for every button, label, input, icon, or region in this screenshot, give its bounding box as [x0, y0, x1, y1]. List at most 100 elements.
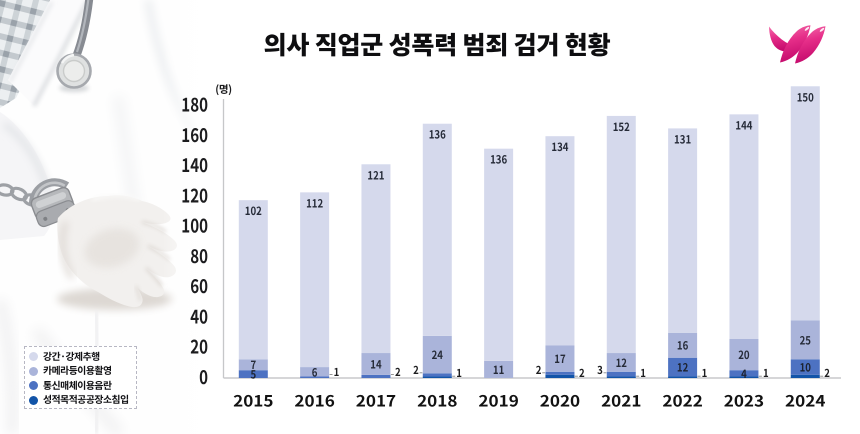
bar-2022-seg3 — [668, 376, 698, 378]
y-tick-label-140: 140 — [181, 152, 208, 178]
coat-collar — [8, 0, 88, 106]
bar-label-2023-s2: 4 — [741, 366, 747, 382]
bar-label-2022-s3: 1 — [702, 365, 708, 381]
bar-2021-seg3 — [606, 376, 636, 378]
handcuff — [28, 178, 77, 228]
x-tick-label-2017: 2017 — [356, 389, 396, 411]
bar-label-2018-s0: 136 — [429, 127, 446, 143]
bar-2022-seg2 — [668, 357, 698, 377]
bar-label-2019-s0: 136 — [490, 152, 507, 168]
bar-2023-seg1 — [729, 339, 759, 371]
bar-2020-seg1 — [545, 345, 575, 372]
y-tick-label-80: 80 — [190, 243, 208, 269]
bar-2024-seg0 — [790, 86, 820, 321]
photo-fade — [162, 0, 220, 434]
bar-2016-seg2 — [300, 376, 330, 378]
bar-2015-seg2 — [238, 370, 268, 378]
bar-label-2018-s2: 2 — [413, 362, 419, 378]
bar-2018-seg0 — [422, 123, 452, 336]
y-tick-label-180: 180 — [181, 91, 208, 117]
bar-label-2017-s1: 14 — [370, 356, 382, 372]
legend-label-2: 통신매체이용음란 — [43, 377, 112, 392]
finger-crease-3 — [145, 267, 163, 287]
stethoscope-tube-highlight — [75, 0, 90, 53]
x-tick-label-2021: 2021 — [601, 389, 641, 411]
coat-fold-5 — [0, 299, 17, 434]
x-tick-label-2015: 2015 — [233, 389, 273, 411]
y-axis-unit-label: (명) — [215, 82, 232, 97]
legend-label-3: 성적목적공공장소침입 — [43, 392, 129, 407]
bar-2018-seg2 — [422, 373, 452, 377]
bar-label-2020-s0: 134 — [551, 139, 568, 155]
x-tick-label-2020: 2020 — [540, 389, 580, 411]
bar-label-2024-s3: 2 — [824, 365, 830, 381]
bar-label-2023-s0: 144 — [735, 117, 752, 133]
bar-label-2020-s2: 2 — [536, 362, 542, 378]
bar-label-2021-s1: 12 — [616, 355, 628, 371]
wrist-shade — [60, 221, 75, 280]
y-tick-label-40: 40 — [190, 303, 208, 329]
x-tick-label-2022: 2022 — [662, 389, 702, 411]
bar-2015-seg1 — [238, 359, 268, 371]
bar-2018-seg1 — [422, 335, 452, 374]
bar-2023-seg3 — [729, 376, 759, 378]
y-tick-label-160: 160 — [181, 122, 208, 148]
page-title: 의사 직업군 성폭력 범죄 검거 현황 — [263, 26, 611, 62]
bar-label-2022-s0: 131 — [674, 131, 691, 147]
bar-2024-seg3 — [790, 374, 820, 378]
bar-2022-seg0 — [668, 128, 698, 333]
bar-label-2019-s1: 11 — [493, 362, 504, 378]
palm-hollow — [84, 228, 140, 268]
bar-2020-seg0 — [545, 136, 575, 346]
logo-highlight-1 — [804, 26, 810, 31]
y-tick-label-20: 20 — [190, 334, 208, 360]
bar-2017-seg1 — [361, 353, 391, 375]
bar-2020-seg2 — [545, 371, 575, 375]
x-tick-label-2023: 2023 — [724, 389, 764, 411]
chestpiece-inner — [62, 59, 86, 83]
logo-right-wing — [795, 26, 826, 64]
x-tick-label-2018: 2018 — [417, 389, 457, 411]
bar-label-2021-s3: 1 — [640, 365, 646, 381]
collar-edge — [8, 1, 54, 83]
legend-item-0: 강간·강제추행 — [29, 350, 136, 365]
logo-highlight-2 — [819, 27, 825, 32]
legend-label-1: 카메라등이용촬영 — [43, 363, 112, 378]
legend-dot-1 — [29, 366, 38, 376]
bar-2020-seg3 — [545, 374, 575, 378]
x-tick-label-2024: 2024 — [785, 389, 825, 411]
bar-label-2018-s1: 24 — [432, 347, 444, 363]
legend-item-2: 통신매체이용음란 — [29, 379, 136, 394]
bar-2021-seg2 — [606, 371, 636, 377]
bar-label-2015-s1: 7 — [250, 357, 256, 373]
bar-2017-seg2 — [361, 374, 391, 378]
bar-label-2024-s0: 150 — [797, 89, 814, 105]
legend-dot-0 — [29, 352, 38, 362]
bar-label-2023-s3: 1 — [763, 365, 769, 381]
legend-dot-2 — [29, 381, 38, 391]
bar-2019-seg0 — [484, 148, 514, 361]
legend-label-0: 강간·강제추행 — [43, 348, 100, 363]
gloved-hand — [57, 194, 177, 310]
bar-label-2016-s2: 1 — [334, 364, 340, 380]
bar-2024-seg1 — [790, 320, 820, 360]
lapel-edge — [32, 0, 90, 107]
bar-label-2016-s0: 112 — [306, 195, 323, 211]
bar-2016-seg1 — [300, 367, 330, 377]
bar-label-2021-s2: 3 — [597, 362, 603, 378]
chart-legend: 강간·강제추행 카메라등이용촬영 통신매체이용음란 성적목적공공장소침입 — [24, 346, 137, 409]
bar-2019-seg1 — [484, 360, 514, 378]
bar-2021-seg1 — [606, 353, 636, 372]
bar-label-2017-s2: 2 — [395, 364, 401, 380]
bar-label-2017-s0: 121 — [367, 167, 384, 183]
y-tick-label-0: 0 — [199, 364, 208, 390]
legend-item-1: 카메라등이용촬영 — [29, 364, 136, 379]
pink-wings-logo — [769, 25, 826, 64]
bar-2024-seg2 — [790, 359, 820, 375]
bar-label-2022-s1: 16 — [677, 338, 689, 354]
bar-2022-seg1 — [668, 332, 698, 358]
legend-item-3: 성적목적공공장소침입 — [29, 393, 136, 408]
bar-label-2016-s1: 6 — [312, 364, 318, 380]
y-tick-label-120: 120 — [181, 182, 208, 208]
